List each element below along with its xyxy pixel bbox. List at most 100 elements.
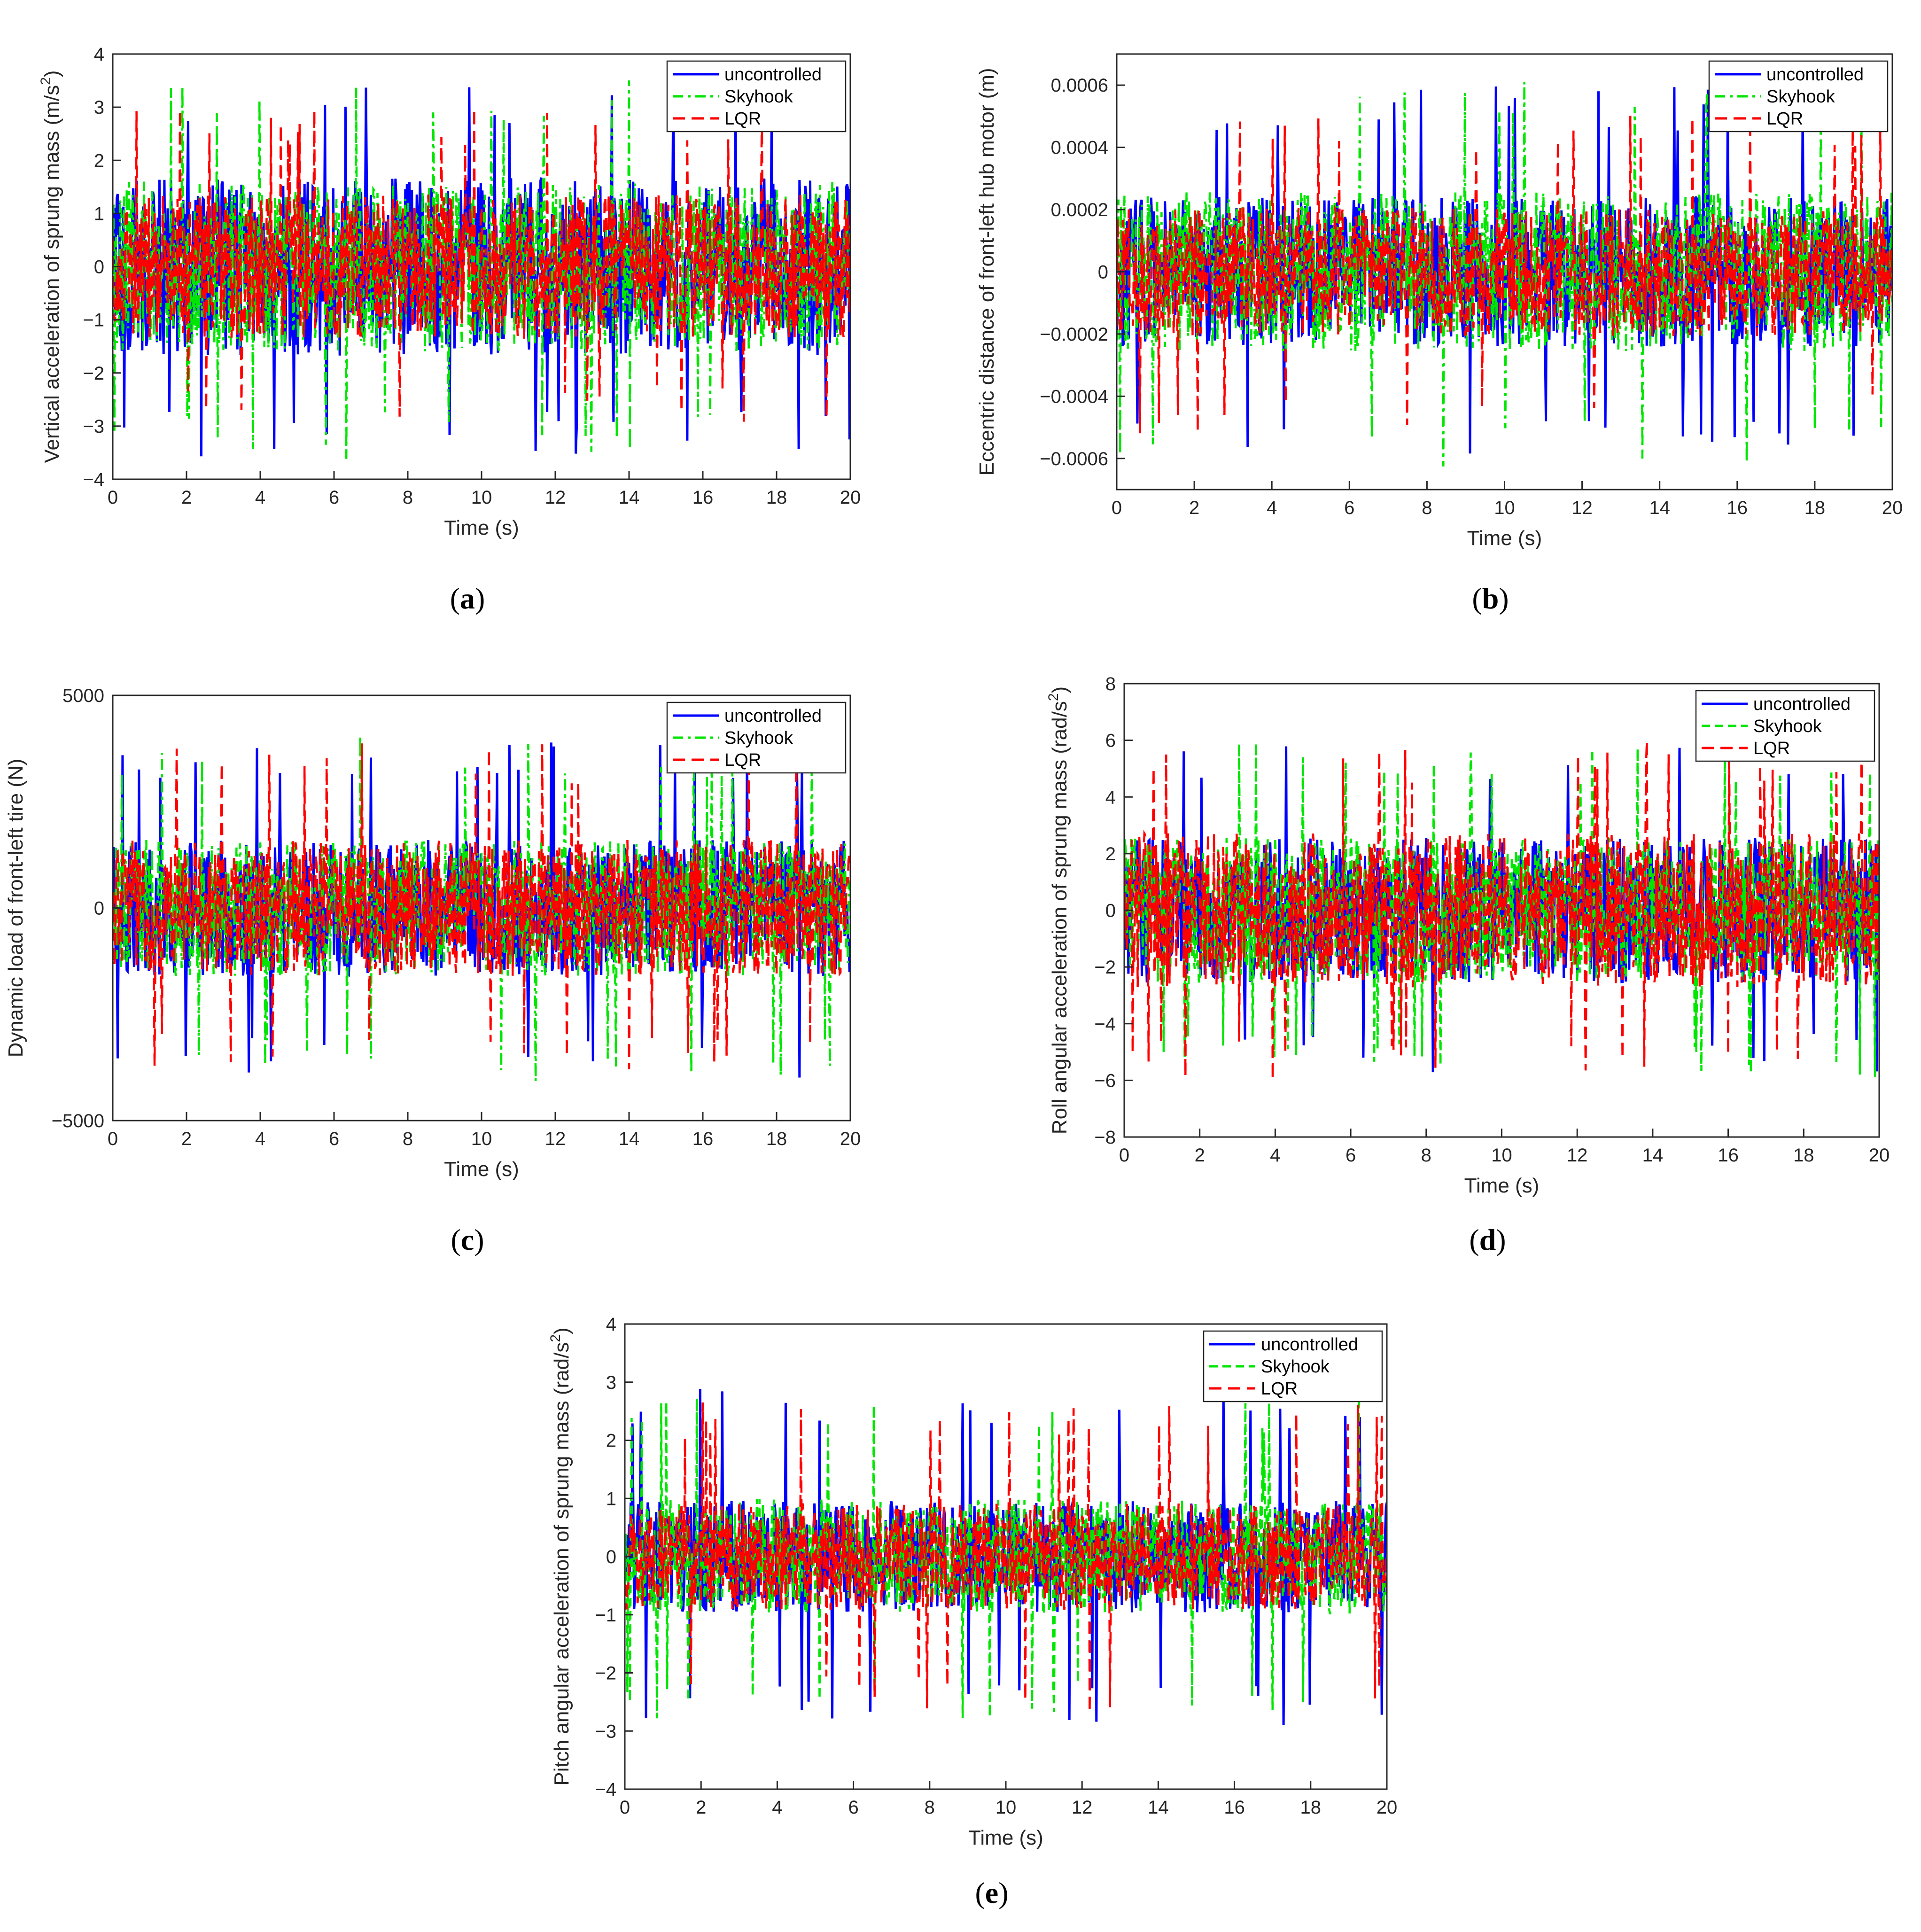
legend-entry-skyhook: Skyhook (1261, 1357, 1330, 1377)
y-tick-label: −0.0004 (1040, 386, 1108, 407)
y-tick-label: 0 (94, 257, 104, 278)
y-tick-label: −1 (595, 1605, 616, 1626)
x-tick-label: 2 (181, 487, 192, 508)
y-axis-label: Vertical acceleration of sprung mass (m/… (38, 70, 63, 463)
x-tick-label: 0 (1112, 498, 1122, 518)
legend-entry-lqr: LQR (724, 109, 761, 129)
x-tick-label: 4 (255, 1129, 265, 1149)
x-axis-label: Time (s) (1467, 527, 1542, 550)
legend-entry-uncontrolled: uncontrolled (724, 65, 822, 85)
x-tick-label: 4 (1270, 1145, 1280, 1166)
y-tick-label: −2 (1094, 957, 1116, 978)
x-tick-label: 0 (620, 1797, 630, 1818)
x-tick-label: 8 (925, 1797, 935, 1818)
panel-label: (a) (450, 582, 485, 615)
x-axis-label: Time (s) (968, 1826, 1043, 1849)
x-tick-label: 6 (1344, 498, 1354, 518)
x-tick-label: 14 (619, 487, 640, 508)
y-tick-label: −0.0006 (1040, 449, 1108, 469)
x-tick-label: 8 (1421, 1145, 1431, 1166)
y-tick-label: 3 (606, 1372, 616, 1393)
y-axis-label: Roll angular acceleration of sprung mass… (1046, 686, 1071, 1134)
x-tick-label: 12 (545, 1129, 566, 1149)
legend-entry-lqr: LQR (1261, 1379, 1298, 1399)
x-axis-label: Time (s) (1464, 1174, 1540, 1197)
x-tick-label: 6 (329, 1129, 339, 1149)
chart-d: 0 2 4 6 8 10 12 14 16 18 20 −8 −6 −4 −2 0 2 4 6 8 Time (s) Ro… (1046, 674, 1890, 1256)
x-tick-label: 16 (1224, 1797, 1245, 1818)
x-axis-label: Time (s) (444, 1158, 519, 1181)
series-line-lqr (1124, 741, 1879, 1080)
x-tick-label: 12 (1072, 1797, 1093, 1818)
x-tick-label: 20 (1377, 1797, 1398, 1818)
chart-b: 0 2 4 6 8 10 12 14 16 18 20 −0.0006 −0.0004 −0.0002 0 0… (975, 53, 1903, 615)
y-tick-label: 3 (94, 97, 104, 118)
x-tick-label: 6 (1345, 1145, 1356, 1166)
x-tick-label: 10 (1494, 498, 1515, 518)
x-tick-label: 0 (1119, 1145, 1129, 1166)
series-line-lqr (113, 743, 850, 1069)
y-tick-label: −4 (1094, 1014, 1116, 1035)
x-tick-label: 8 (1422, 498, 1432, 518)
y-tick-label: 0.0002 (1051, 200, 1108, 220)
y-tick-label: −4 (83, 469, 104, 490)
legend-entry-uncontrolled: uncontrolled (724, 706, 822, 726)
legend-entry-lqr: LQR (724, 750, 761, 770)
x-tick-label: 18 (766, 487, 787, 508)
y-tick-label: 5000 (62, 686, 104, 706)
y-tick-label: 8 (1105, 674, 1116, 694)
x-tick-label: 10 (1491, 1145, 1512, 1166)
panel-label: (c) (451, 1223, 484, 1256)
x-tick-label: 14 (1649, 498, 1670, 518)
y-tick-label: 0.0006 (1051, 75, 1108, 96)
x-tick-label: 16 (692, 487, 714, 508)
series-line-lqr (1117, 116, 1892, 434)
y-tick-label: −2 (83, 363, 104, 384)
series-line-skyhook (1117, 82, 1892, 467)
y-tick-label: −3 (83, 416, 104, 437)
x-tick-label: 12 (1567, 1145, 1588, 1166)
legend-entry-uncontrolled: uncontrolled (1766, 65, 1864, 85)
y-tick-label: 0 (94, 898, 104, 919)
x-tick-label: 4 (1267, 498, 1277, 518)
series-group (625, 1388, 1387, 1725)
y-tick-label: 0.0004 (1051, 138, 1108, 158)
y-tick-label: −4 (595, 1779, 616, 1800)
series-group (1117, 82, 1892, 467)
series-line-lqr (625, 1402, 1387, 1713)
x-tick-label: 12 (1571, 498, 1593, 518)
series-group (113, 78, 850, 459)
y-tick-label: −8 (1094, 1127, 1116, 1148)
x-tick-label: 12 (545, 487, 566, 508)
x-tick-label: 14 (1148, 1797, 1169, 1818)
x-tick-label: 10 (471, 1129, 492, 1149)
x-tick-label: 2 (696, 1797, 706, 1818)
x-tick-label: 10 (995, 1797, 1017, 1818)
legend-box (1695, 690, 1875, 762)
y-tick-label: 1 (606, 1488, 616, 1509)
y-tick-label: 2 (1105, 844, 1116, 865)
x-tick-label: 20 (840, 487, 861, 508)
x-tick-label: 18 (1804, 498, 1826, 518)
legend-entry-skyhook: Skyhook (724, 728, 793, 748)
y-tick-label: −3 (595, 1721, 616, 1742)
x-axis-label: Time (s) (444, 516, 519, 539)
legend-entry-skyhook: Skyhook (1766, 87, 1835, 107)
x-tick-label: 8 (403, 487, 413, 508)
legend-entry-uncontrolled: uncontrolled (1261, 1335, 1358, 1355)
series-group (1124, 741, 1879, 1080)
legend-box (1203, 1330, 1383, 1402)
x-tick-label: 2 (181, 1129, 192, 1149)
legend-entry-uncontrolled: uncontrolled (1753, 694, 1851, 714)
x-tick-label: 6 (329, 487, 339, 508)
x-tick-label: 10 (471, 487, 492, 508)
x-tick-label: 8 (403, 1129, 413, 1149)
x-tick-label: 0 (108, 487, 118, 508)
series-line-uncontrolled (1124, 746, 1879, 1073)
